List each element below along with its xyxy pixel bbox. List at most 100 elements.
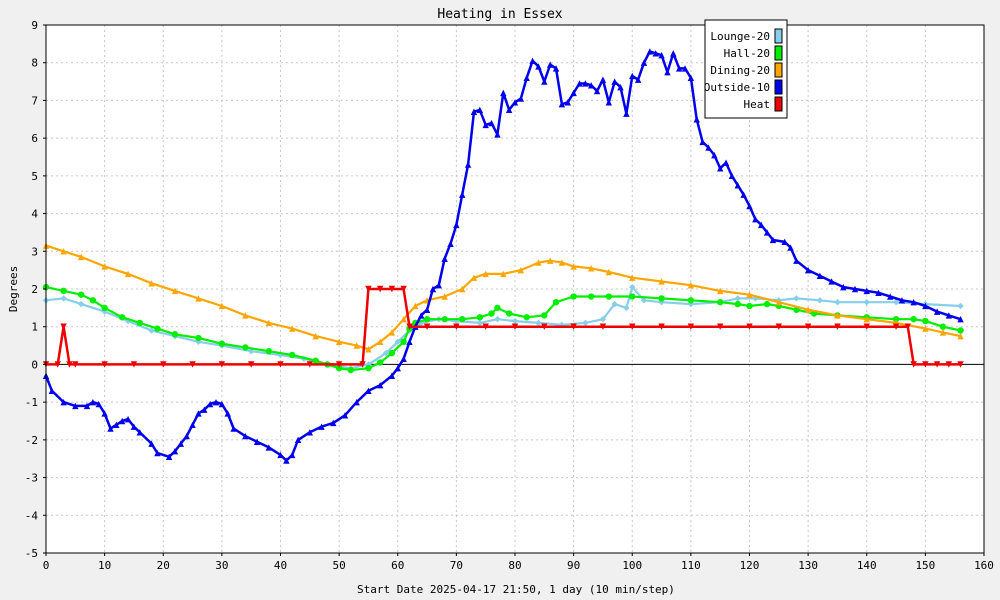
x-tick-label: 40 (274, 559, 287, 572)
data-point-dining-20 (265, 319, 272, 327)
data-point-outside-10 (781, 238, 788, 246)
x-tick-label: 150 (915, 559, 935, 572)
x-tick-label: 0 (43, 559, 50, 572)
data-point-hall-20 (588, 293, 595, 300)
y-tick-label: -1 (25, 396, 38, 409)
data-point-heat (922, 361, 929, 368)
y-tick-label: 3 (31, 245, 38, 258)
data-point-lounge-20 (382, 349, 390, 357)
data-point-lounge-20 (247, 348, 255, 355)
data-point-hall-20 (658, 295, 665, 302)
data-point-outside-10 (119, 417, 126, 425)
data-point-dining-20 (746, 291, 753, 298)
data-point-heat (629, 323, 636, 330)
y-tick-label: -3 (25, 472, 38, 485)
data-point-outside-10 (623, 110, 630, 117)
y-tick-label: 1 (31, 321, 38, 334)
data-point-outside-10 (728, 172, 736, 180)
data-point-heat (400, 285, 407, 293)
data-point-outside-10 (787, 244, 794, 251)
data-point-outside-10 (148, 440, 155, 447)
data-point-hall-20 (687, 297, 695, 304)
data-point-outside-10 (511, 99, 519, 106)
data-point-outside-10 (763, 229, 771, 236)
data-point-outside-10 (406, 338, 413, 345)
data-point-hall-20 (892, 315, 900, 323)
data-point-hall-20 (77, 291, 85, 298)
y-tick-label: 4 (31, 208, 38, 221)
data-point-heat (511, 323, 519, 330)
data-point-outside-10 (365, 387, 372, 395)
data-point-dining-20 (804, 306, 812, 313)
data-point-outside-10 (887, 293, 894, 300)
data-point-outside-10 (441, 255, 448, 263)
data-point-outside-10 (177, 440, 185, 447)
data-point-outside-10 (875, 289, 882, 296)
data-point-heat (658, 323, 665, 330)
data-point-heat (570, 323, 577, 330)
data-point-outside-10 (523, 74, 530, 81)
data-point-hall-20 (136, 319, 143, 327)
y-tick-label: -4 (25, 509, 39, 522)
data-point-outside-10 (230, 425, 237, 432)
data-point-outside-10 (863, 287, 870, 295)
data-point-outside-10 (136, 429, 143, 436)
data-point-dining-20 (441, 293, 448, 300)
data-point-hall-20 (265, 348, 272, 355)
data-point-outside-10 (922, 302, 929, 310)
data-point-outside-10 (564, 99, 571, 106)
data-point-heat (130, 361, 138, 368)
data-point-outside-10 (945, 312, 953, 319)
data-point-dining-20 (124, 270, 132, 278)
legend-swatch-hall-20 (774, 45, 783, 61)
data-point-outside-10 (570, 89, 577, 97)
series-heat (42, 285, 964, 368)
data-point-heat (892, 323, 900, 330)
data-point-dining-20 (195, 295, 202, 302)
data-point-outside-10 (505, 106, 513, 114)
data-point-hall-20 (570, 293, 577, 300)
data-point-dining-20 (312, 332, 319, 340)
data-point-outside-10 (376, 381, 384, 389)
data-point-outside-10 (283, 457, 290, 464)
data-point-heat (957, 361, 964, 368)
data-point-dining-20 (500, 270, 507, 278)
data-point-hall-20 (459, 315, 466, 323)
data-point-outside-10 (330, 419, 337, 427)
data-point-heat (101, 361, 108, 368)
data-point-outside-10 (341, 412, 349, 419)
data-point-heat (716, 323, 724, 330)
data-point-outside-10 (851, 285, 859, 293)
data-point-heat (804, 323, 812, 330)
data-point-lounge-20 (816, 297, 824, 304)
data-point-hall-20 (939, 323, 947, 330)
data-point-dining-20 (470, 274, 478, 281)
chart-title: Heating in Essex (437, 7, 562, 22)
data-point-heat (66, 361, 73, 368)
data-point-heat (910, 361, 917, 368)
data-point-heat (365, 285, 372, 293)
data-point-lounge-20 (892, 299, 900, 306)
data-point-dining-20 (400, 315, 407, 323)
legend-label-dining-20: Dining-20 (710, 64, 770, 77)
tick-labels: 0 10 20 30 40 50 60 70 80 90 100 110 120 130 140 150 160… (25, 19, 994, 572)
data-point-lounge-20 (60, 295, 67, 302)
data-point-heat (335, 361, 343, 368)
legend-label-lounge-20: Lounge-20 (710, 30, 770, 43)
data-point-heat (599, 323, 607, 330)
data-point-outside-10 (646, 48, 654, 55)
data-point-heat (376, 285, 384, 293)
data-point-outside-10 (107, 425, 114, 432)
y-tick-label: 0 (31, 358, 38, 371)
data-point-lounge-20 (863, 299, 870, 306)
data-point-hall-20 (242, 344, 249, 351)
x-tick-label: 160 (974, 559, 994, 572)
x-tick-label: 90 (567, 559, 580, 572)
data-point-outside-10 (195, 410, 202, 417)
legend-box (704, 19, 788, 119)
data-point-heat (904, 323, 911, 330)
data-point-heat (306, 361, 314, 368)
data-point-outside-10 (658, 51, 665, 59)
data-point-outside-10 (617, 84, 624, 91)
